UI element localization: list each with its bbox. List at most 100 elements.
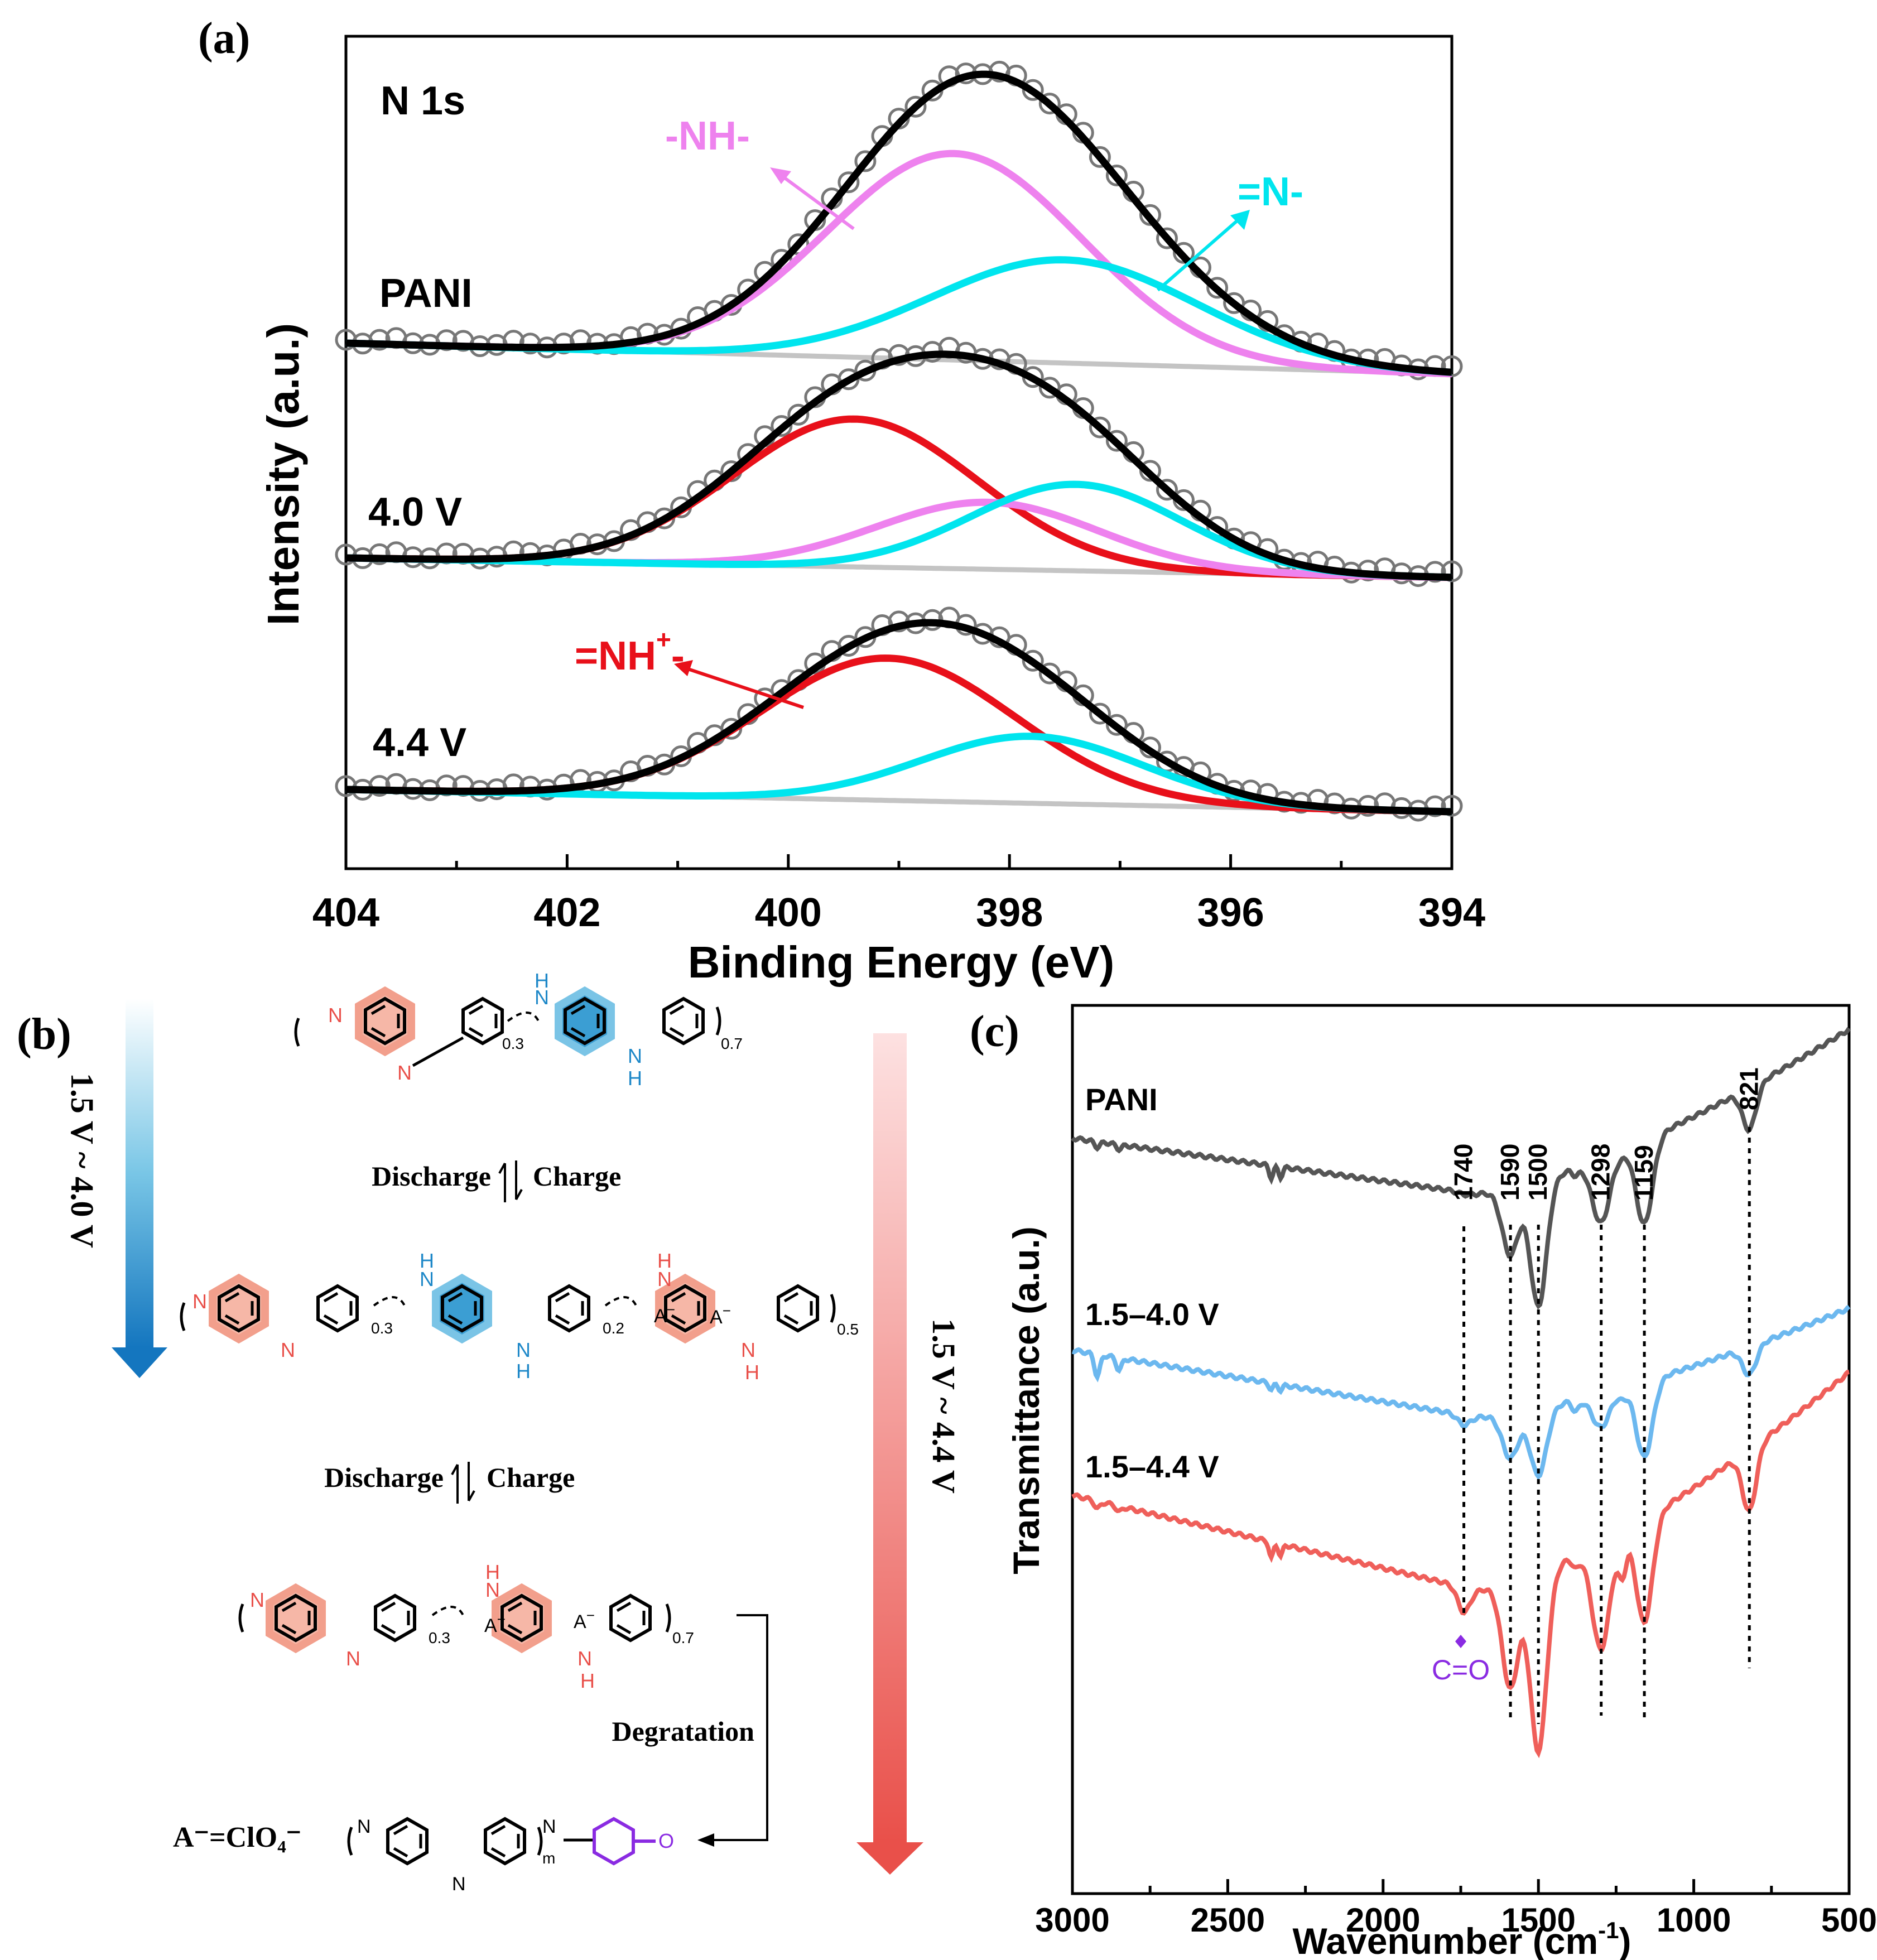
charge-label: Charge	[487, 1462, 575, 1493]
peak-label: 1500	[1523, 1144, 1552, 1201]
x-tick-label: 2000	[1346, 1901, 1420, 1939]
benzene-ring-icon	[778, 1286, 817, 1331]
bracket-close-icon	[830, 1294, 836, 1323]
atom-n: N	[535, 986, 549, 1009]
counter-anion: A−	[710, 1302, 731, 1328]
subscript-0-7: 0.7	[721, 1035, 743, 1052]
data-point	[1038, 93, 1061, 115]
bond	[412, 1036, 464, 1067]
atom-h: H	[628, 1067, 642, 1090]
atom-n: N	[657, 1268, 672, 1290]
bracket-open-icon	[347, 1827, 353, 1856]
atom-n: N	[741, 1338, 755, 1361]
bracket-close-icon	[537, 1827, 543, 1856]
data-point	[854, 150, 877, 172]
data-point	[1139, 460, 1161, 482]
fit-peak-line	[345, 256, 1452, 376]
panel-a-title: N 1s	[381, 79, 465, 123]
atom-n: N	[281, 1338, 295, 1361]
subscript-m: m	[542, 1850, 555, 1867]
atom-n: N	[346, 1647, 360, 1670]
x-tick-label: 404	[312, 890, 379, 935]
sample-label-pani: PANI	[379, 271, 473, 316]
data-point	[1206, 277, 1229, 299]
atom-n: N	[452, 1874, 466, 1895]
benzene-ring-icon	[318, 1286, 357, 1331]
atom-n: N	[420, 1268, 434, 1290]
atom-h: H	[535, 969, 549, 992]
data-point	[1089, 702, 1111, 725]
arrow-left-head	[112, 1347, 167, 1378]
panel-b: (b) 1.5 V ~ 4.0 V 1.5 V ~ 4.4 V N N 0.3 …	[17, 969, 962, 1895]
co-marker-icon	[1455, 1635, 1466, 1648]
subscript-0-3: 0.3	[371, 1319, 393, 1337]
data-point	[771, 415, 793, 437]
annotation-nh-arrowhead	[770, 167, 791, 184]
peak-label: 1740	[1449, 1144, 1478, 1201]
panel-a-label: (a)	[198, 14, 250, 63]
spectrum-line	[1071, 1369, 1850, 1759]
data-point	[368, 543, 391, 565]
x-tick-label: 500	[1821, 1901, 1877, 1939]
subscript-0-3: 0.3	[429, 1629, 450, 1646]
panel-c-label: (c)	[970, 1007, 1019, 1056]
counter-anion: A−	[574, 1607, 595, 1632]
sample-label-1-5-4-4v: 1.5–4.4 V	[1085, 1449, 1219, 1484]
annotation-n-arrow	[1157, 219, 1239, 292]
sample-label-4-4v: 4.4 V	[373, 720, 466, 765]
annotation-n-arrowhead	[1230, 210, 1250, 230]
panel-a-frame	[344, 35, 1454, 870]
data-point	[1089, 146, 1111, 168]
x-tick-label: 394	[1418, 890, 1485, 935]
data-point	[1139, 204, 1161, 226]
atom-n: N	[485, 1578, 500, 1601]
benzene-ring-icon	[388, 1819, 427, 1863]
atom-h: H	[657, 1249, 672, 1272]
envelope-line	[345, 619, 1452, 816]
arrow-right-head	[856, 1842, 923, 1875]
dashed-link	[507, 1012, 540, 1022]
equilibrium-1: Discharge Charge	[372, 1160, 621, 1202]
panel-a-y-label: Intensity (a.u.)	[258, 323, 308, 625]
data-point	[368, 775, 391, 797]
bracket-close-icon	[665, 1603, 671, 1632]
benzene-ring-icon	[463, 999, 502, 1043]
benzene-ring-icon	[376, 1596, 415, 1640]
atom-n: N	[516, 1338, 531, 1361]
structure-1: N N 0.3 N H N H 0.7	[294, 969, 743, 1090]
dashed-link	[604, 1296, 637, 1307]
discharge-label: Discharge	[324, 1462, 444, 1493]
peak-label: 1590	[1495, 1144, 1524, 1201]
spectrum-line	[1071, 1027, 1851, 1310]
data-point	[904, 95, 927, 118]
arrow-left-label: 1.5 V ~ 4.0 V	[64, 1073, 100, 1248]
arrow-left-shaft	[126, 999, 153, 1347]
equilibrium-arrows-icon	[451, 1462, 475, 1504]
dashed-link	[431, 1606, 464, 1616]
subscript-0-7: 0.7	[672, 1629, 694, 1646]
peak-label: 1298	[1586, 1144, 1615, 1201]
annotation-n: =N-	[1238, 170, 1303, 214]
atom-n: N	[397, 1061, 412, 1084]
sample-label-pani: PANI	[1085, 1082, 1158, 1117]
equilibrium-2: Discharge Charge	[324, 1462, 575, 1504]
data-point	[1441, 560, 1463, 582]
spectrum-line	[1071, 1304, 1851, 1480]
x-tick-label: 400	[755, 890, 822, 935]
x-tick-label: 402	[533, 890, 600, 935]
atom-n: N	[192, 1290, 207, 1313]
degradation-arrow	[709, 1614, 768, 1841]
data-point	[435, 329, 458, 351]
envelope-line	[345, 70, 1452, 376]
sample-label-4-0v: 4.0 V	[368, 490, 462, 534]
panel-c-y-label: Transmittance (a.u.)	[1005, 1226, 1047, 1574]
x-tick-label: 398	[976, 890, 1043, 935]
atom-h: H	[516, 1360, 531, 1383]
atom-o: O	[658, 1829, 674, 1852]
panel-a: (a) 404 402 400 398 396 394 N 1s PANI 4.0 V 4…	[198, 14, 1485, 987]
counter-anion: A−	[654, 1301, 675, 1327]
subscript-0-5: 0.5	[837, 1321, 859, 1338]
anion-definition: A⁻=ClO₄⁻	[173, 1822, 301, 1853]
charge-label: Charge	[533, 1160, 621, 1192]
